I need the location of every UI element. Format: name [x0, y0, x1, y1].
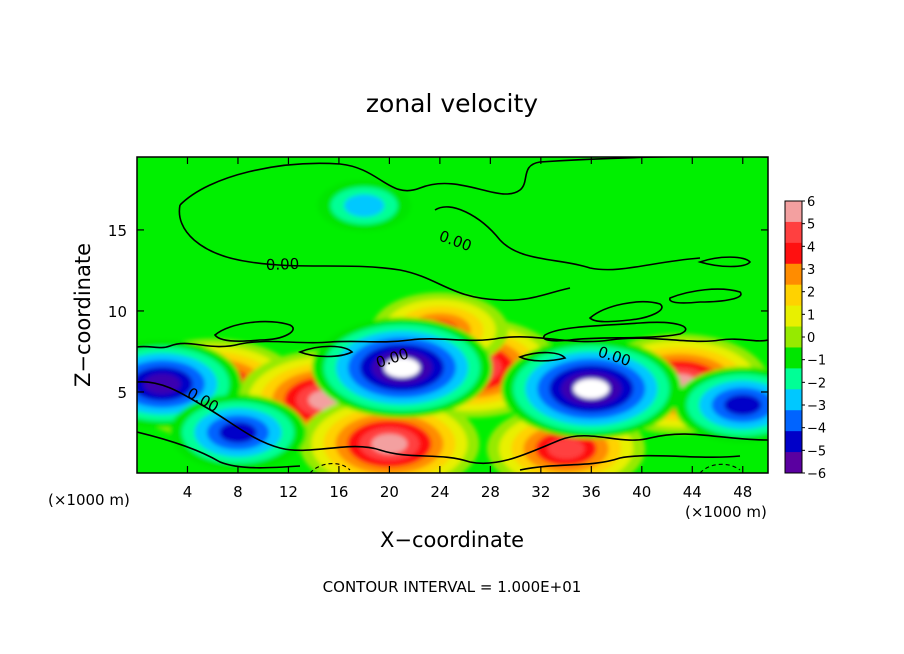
colorbar-swatch — [785, 326, 802, 348]
plot-area — [137, 157, 768, 473]
x-axis-units-right: (×1000 m) — [685, 503, 767, 521]
colorbar-tick-label: 3 — [807, 263, 815, 278]
colorbar-tick-label: 1 — [807, 308, 815, 323]
contour-negative-dashed-1 — [309, 463, 351, 473]
x-axis-label: X−coordinate — [380, 528, 524, 552]
y-tick-label: 5 — [117, 384, 127, 402]
contour-negative-dashed-2 — [699, 463, 741, 473]
contour-zero-blob2 — [543, 321, 687, 342]
contour-zero-blob4 — [669, 288, 742, 304]
colorbar-tick-label: −1 — [807, 354, 826, 369]
velocity-field — [137, 179, 768, 473]
contour-zero-blob5 — [697, 256, 752, 268]
contour-interval-note: CONTOUR INTERVAL = 1.000E+01 — [323, 578, 582, 596]
colorbar-swatch — [785, 389, 802, 411]
field-feature-12 — [169, 394, 307, 471]
x-axis-ticks: 4 8 12 16 20 24 28 32 36 40 44 48 — [183, 157, 752, 501]
colorbar-swatch — [785, 410, 802, 432]
x-tick-label: 32 — [531, 483, 550, 501]
field-contour-band — [573, 378, 610, 399]
colorbar-tick-label: −6 — [807, 467, 826, 482]
colorbar-swatch — [785, 305, 802, 328]
contour-zero-mid — [178, 204, 571, 302]
colorbar-swatch — [785, 263, 802, 286]
field-contour-band — [724, 394, 762, 416]
y-tick-label: 10 — [108, 303, 127, 321]
colorbar-tick-label: 4 — [807, 240, 815, 255]
contour-zero-topregion — [179, 157, 768, 206]
colorbar-swatch — [785, 368, 802, 390]
field-contour-band — [371, 433, 408, 454]
x-tick-label: 24 — [430, 483, 449, 501]
x-tick-label: 48 — [733, 483, 752, 501]
x-tick-label: 12 — [279, 483, 298, 501]
colorbar-tick-label: 2 — [807, 286, 815, 301]
contour-zero-blob7 — [517, 351, 567, 362]
x-tick-label: 20 — [380, 483, 399, 501]
contour-zero-lowest — [137, 431, 741, 471]
field-feature-9 — [501, 338, 682, 439]
y-axis-label: Z−coordinate — [71, 243, 95, 387]
x-tick-label: 8 — [233, 483, 243, 501]
colorbar-swatch — [785, 452, 802, 474]
contour-dashed — [309, 463, 741, 473]
colorbar-swatch — [785, 201, 802, 223]
contour-label-1: 0.00 — [266, 255, 300, 274]
contour-lines — [137, 157, 768, 471]
colorbar-tick-label: 6 — [807, 195, 815, 210]
field-feature-11 — [674, 366, 768, 443]
contour-zero-inner — [434, 206, 701, 271]
colorbar-tick-label: −3 — [807, 399, 826, 414]
contour-zero-blob6 — [297, 345, 354, 358]
colorbar-tick-label: −4 — [807, 422, 826, 437]
colorbar-tick-label: −2 — [807, 376, 826, 391]
x-tick-label: 16 — [329, 483, 348, 501]
x-tick-label: 36 — [582, 483, 601, 501]
field-feature-13 — [317, 179, 411, 232]
contour-zero-blob1 — [213, 320, 294, 342]
x-tick-label: 4 — [183, 483, 193, 501]
chart-title: zonal velocity — [366, 89, 538, 118]
y-tick-label: 15 — [108, 222, 127, 240]
y-axis-ticks: 5 10 15 — [108, 222, 768, 402]
x-tick-label: 40 — [632, 483, 651, 501]
field-contour-band — [219, 422, 257, 443]
field-feature-8 — [312, 317, 493, 418]
x-tick-label: 44 — [683, 483, 702, 501]
colorbar-tick-label: 5 — [807, 218, 815, 233]
x-axis-units-left: (×1000 m) — [48, 491, 130, 509]
colorbar-swatch — [785, 284, 802, 307]
colorbar-tick-label: 0 — [807, 331, 815, 346]
colorbar-swatch — [785, 242, 802, 265]
colorbar-tick-label: −5 — [807, 444, 826, 459]
contour-zero-lower — [137, 381, 768, 464]
colorbar-swatch — [785, 431, 802, 453]
contour-zero-upper — [137, 336, 768, 349]
x-tick-label: 28 — [481, 483, 500, 501]
colorbar-swatch — [785, 221, 802, 244]
field-contour-band — [384, 357, 421, 378]
plot-frame — [136, 156, 769, 474]
colorbar: 6 5 4 3 2 1 0 −1 −2 −3 −4 −5 −6 — [784, 195, 826, 482]
colorbar-swatch — [785, 347, 802, 369]
field-contour-band — [547, 438, 585, 459]
field-contour-band — [344, 194, 385, 217]
contour-zero-blob3 — [588, 301, 663, 323]
